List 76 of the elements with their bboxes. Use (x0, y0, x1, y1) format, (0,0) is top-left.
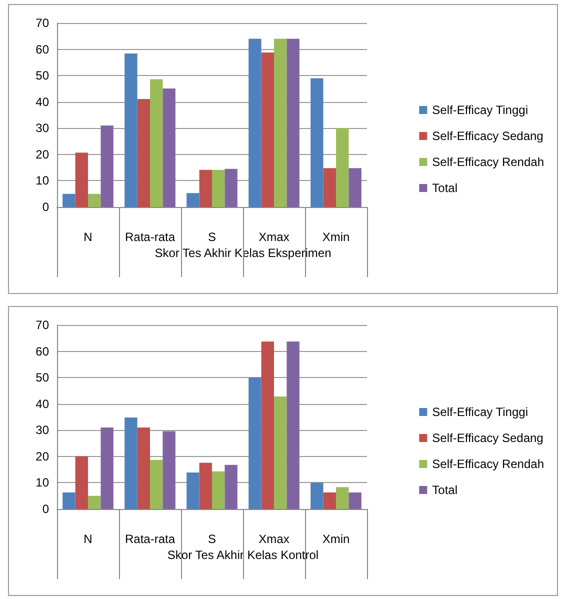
bar (261, 52, 274, 207)
bar (100, 428, 114, 509)
bar (186, 472, 200, 509)
y-tick-label: 40 (36, 94, 50, 109)
x-tick-label: Xmax (258, 532, 290, 546)
y-tick-label: 70 (36, 16, 50, 30)
legend-label: Self-Efficacy Rendah (432, 155, 544, 169)
bar (88, 496, 101, 509)
x-tick-label: Rata-rata (124, 532, 176, 546)
bar (75, 456, 88, 509)
legend-label: Self-Efficay Tinggi (432, 405, 528, 419)
bar (124, 418, 138, 509)
bar (100, 126, 114, 207)
legend-label: Self-Efficay Tinggi (432, 103, 528, 117)
y-tick-label: 30 (36, 423, 50, 438)
x-axis-title: Skor Tes Akhir Kelas Kontrol (167, 548, 319, 562)
bar (286, 342, 300, 509)
bar (348, 168, 362, 207)
bar (62, 492, 76, 509)
y-tick-label: 10 (36, 174, 50, 188)
bar (124, 53, 138, 207)
bar (248, 38, 262, 207)
legend-label: Self-Efficacy Sedang (432, 431, 544, 445)
y-tick-label: 20 (36, 449, 50, 464)
bar (336, 487, 349, 509)
bar (224, 464, 238, 509)
y-tick-label: 60 (36, 42, 50, 56)
bar (336, 128, 349, 207)
bar (261, 342, 274, 509)
bar (199, 170, 212, 207)
y-tick-label: 0 (42, 502, 50, 516)
legend-label: Total (432, 483, 458, 497)
bar (150, 460, 163, 509)
bar (286, 38, 300, 207)
x-tick-label: Xmin (322, 230, 350, 244)
x-tick-label: Xmin (322, 532, 350, 546)
y-tick-label: 30 (36, 121, 50, 136)
y-tick-label: 10 (36, 476, 50, 490)
x-axis-title: Skor Tes Akhir Kelas Eksperimen (154, 246, 332, 260)
bar (199, 462, 212, 509)
x-tick-label: Rata-rata (124, 230, 176, 244)
y-tick-label: 70 (36, 318, 50, 332)
legend-label: Total (432, 181, 458, 195)
y-tick-label: 60 (36, 344, 50, 358)
bar (310, 482, 324, 509)
bar (274, 38, 287, 207)
legend-label: Self-Efficacy Sedang (432, 129, 544, 143)
bar (310, 78, 324, 207)
bar (162, 88, 176, 207)
bar (348, 492, 362, 509)
bar (137, 428, 150, 509)
y-tick-label: 40 (36, 396, 50, 411)
bar (186, 193, 200, 207)
bar (62, 194, 76, 207)
bar (162, 431, 176, 509)
bar (248, 378, 262, 509)
y-tick-label: 50 (36, 370, 50, 385)
bar (323, 168, 336, 207)
x-tick-label: N (84, 532, 92, 546)
x-tick-label: S (208, 532, 216, 546)
bar (212, 170, 225, 207)
y-tick-label: 50 (36, 68, 50, 83)
bar (323, 492, 336, 509)
bar (137, 98, 150, 207)
y-tick-label: 0 (42, 200, 50, 214)
x-tick-label: Xmax (258, 230, 290, 244)
x-tick-label: S (208, 230, 216, 244)
y-tick-label: 20 (36, 147, 50, 162)
bar (224, 168, 238, 207)
bar (150, 79, 163, 207)
x-tick-label: N (84, 230, 92, 244)
bar (212, 471, 225, 509)
legend-label: Self-Efficacy Rendah (432, 457, 544, 471)
bar (88, 194, 101, 207)
bar (75, 152, 88, 207)
bar (274, 396, 287, 509)
